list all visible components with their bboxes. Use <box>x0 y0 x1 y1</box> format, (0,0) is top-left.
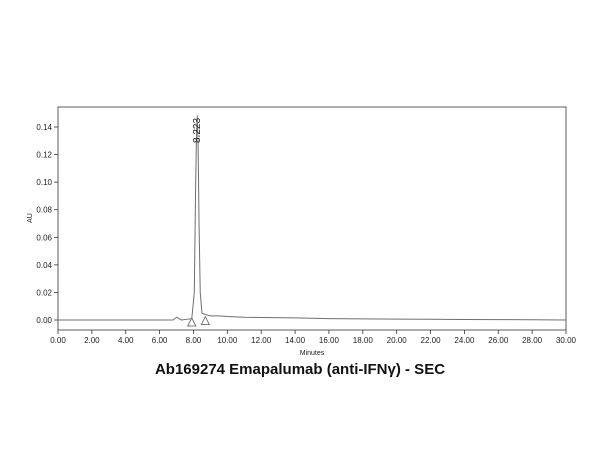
y-tick-label: 0.14 <box>36 123 52 132</box>
y-tick-label: 0.12 <box>36 151 52 160</box>
integration-marker <box>187 317 197 327</box>
x-tick-label: 10.00 <box>217 336 238 345</box>
y-tick-label: 0.10 <box>36 178 52 187</box>
y-axis: 0.00 0.02 0.04 0.06 0.08 0.10 0.12 0.14 <box>36 123 58 325</box>
y-axis-title: AU <box>27 213 34 223</box>
plot-frame <box>57 106 567 331</box>
x-tick-label: 12.00 <box>251 336 272 345</box>
x-tick-label: 4.00 <box>118 336 134 345</box>
x-tick-label: 30.00 <box>556 336 577 345</box>
x-tick-label: 20.00 <box>387 336 408 345</box>
x-tick-label: 6.00 <box>152 336 168 345</box>
integration-markers <box>187 315 210 327</box>
y-tick-label: 0.06 <box>36 233 52 242</box>
y-tick-label: 0.04 <box>36 261 52 270</box>
x-tick-label: 2.00 <box>84 336 100 345</box>
y-tick-label: 0.02 <box>36 288 52 297</box>
x-tick-label: 18.00 <box>353 336 374 345</box>
series-line <box>58 115 567 321</box>
y-tick-label: 0.08 <box>36 206 52 215</box>
x-axis-title: Minutes <box>300 350 325 357</box>
x-tick-label: 26.00 <box>488 336 509 345</box>
x-tick-label: 16.00 <box>319 336 340 345</box>
x-axis: 0.00 2.00 4.00 6.00 8.00 10.00 12.00 14.00 16.00… <box>50 330 577 345</box>
peak-retention-label: 8.223 <box>192 118 203 143</box>
integration-marker <box>200 315 210 326</box>
series-group <box>58 115 567 321</box>
annotations: 8.223 <box>192 118 203 143</box>
x-tick-label: 0.00 <box>50 336 66 345</box>
chart-title: Ab169274 Emapalumab (anti-IFNγ) - SEC <box>154 361 446 378</box>
x-tick-label: 8.00 <box>186 336 202 345</box>
x-tick-label: 24.00 <box>454 336 475 345</box>
y-tick-label: 0.00 <box>36 316 52 325</box>
x-tick-label: 28.00 <box>522 336 543 345</box>
x-tick-label: 14.00 <box>285 336 306 345</box>
x-tick-label: 22.00 <box>421 336 442 345</box>
